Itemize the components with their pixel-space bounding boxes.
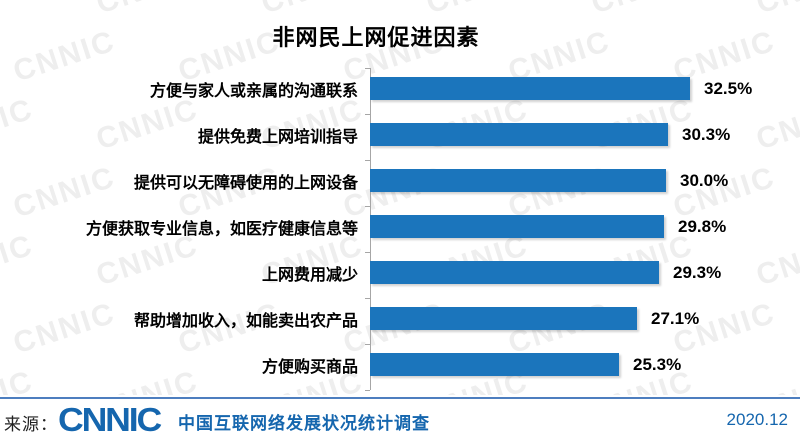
cnnic-watermark-text: CNNIC — [92, 0, 202, 21]
bar — [370, 307, 637, 330]
category-label: 上网费用减少 — [261, 266, 358, 284]
axis-tick — [365, 390, 370, 391]
chart-row: 方便购买商品 25.3% — [0, 344, 800, 390]
cnnic-watermark-text: CNNIC — [0, 0, 38, 21]
axis-tick — [365, 160, 370, 161]
source-label: 来源： — [4, 415, 58, 434]
category-label: 方便购买商品 — [261, 358, 358, 376]
plot-area: 方便与家人或亲属的沟通联系 32.5% 提供免费上网培训指导 30.3% 提供可以无障碍… — [0, 68, 800, 391]
cnnic-logo: CNNIC — [58, 401, 162, 438]
value-label: 30.3% — [682, 124, 731, 144]
axis-tick — [365, 298, 370, 299]
bar — [370, 123, 668, 146]
chart-row: 提供可以无障碍使用的上网设备 30.0% — [0, 160, 800, 206]
axis-tick — [365, 206, 370, 207]
survey-name-label: 中国互联网络发展状况统计调查 — [178, 414, 430, 433]
category-label: 提供可以无障碍使用的上网设备 — [133, 174, 358, 192]
footer: 来源： CNNIC 中国互联网络发展状况统计调查 2020.12 — [0, 395, 800, 443]
report-date: 2020.12 — [726, 410, 788, 429]
category-label: 提供免费上网培训指导 — [197, 128, 358, 146]
value-label: 27.1% — [651, 308, 700, 328]
value-label: 25.3% — [633, 354, 682, 374]
value-label: 32.5% — [704, 78, 753, 98]
chart-row: 方便获取专业信息，如医疗健康信息等 29.8% — [0, 206, 800, 252]
chart-row: 提供免费上网培训指导 30.3% — [0, 114, 800, 160]
bar — [370, 77, 690, 100]
cnnic-watermark-text: CNNIC — [257, 0, 367, 21]
chart-title: 非网民上网促进因素 — [272, 25, 480, 50]
axis-tick — [365, 344, 370, 345]
chart-row: 帮助增加收入，如能卖出农产品 27.1% — [0, 298, 800, 344]
bar — [370, 215, 664, 238]
cnnic-watermark-text: CNNIC — [752, 0, 800, 21]
value-label: 29.3% — [673, 262, 722, 282]
category-label: 帮助增加收入，如能卖出农产品 — [133, 312, 358, 330]
chart-row: 上网费用减少 29.3% — [0, 252, 800, 298]
cnnic-watermark-text: CNNIC — [422, 0, 532, 21]
cnnic-watermark-text: CNNIC — [587, 0, 697, 21]
value-label: 30.0% — [680, 170, 729, 190]
bar — [370, 261, 659, 284]
category-label: 方便获取专业信息，如医疗健康信息等 — [85, 220, 358, 238]
footer-divider — [0, 397, 800, 399]
chart-row: 方便与家人或亲属的沟通联系 32.5% — [0, 68, 800, 114]
bar — [370, 353, 619, 376]
axis-tick — [365, 68, 370, 69]
axis-tick — [365, 114, 370, 115]
bar — [370, 169, 666, 192]
category-label: 方便与家人或亲属的沟通联系 — [149, 82, 358, 100]
axis-tick — [365, 252, 370, 253]
value-label: 29.8% — [678, 216, 727, 236]
